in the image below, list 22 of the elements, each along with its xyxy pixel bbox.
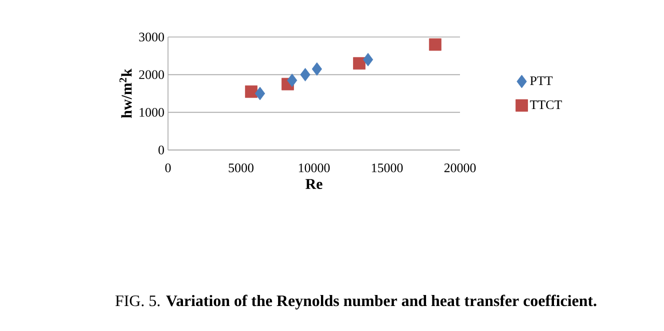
point [362, 52, 374, 66]
legend-label: TTCT [530, 100, 562, 110]
point [428, 38, 442, 51]
point [254, 86, 266, 100]
x-axis-title: Re [306, 179, 322, 190]
x-tick-label: 20000 [444, 164, 476, 172]
y-axis-title: hw/m$^{2}$k [119, 68, 132, 118]
point [300, 68, 310, 82]
legend-label: PTT [530, 76, 553, 85]
y-tick-label: 0 [158, 146, 164, 154]
x-tick-label: 15000 [372, 164, 403, 172]
y-tick-label: 3000 [139, 32, 164, 42]
point [245, 85, 258, 98]
point [353, 57, 366, 70]
y-tick-label: 2000 [139, 70, 164, 80]
y-tick-label: 1000 [140, 108, 164, 117]
point [312, 62, 322, 76]
x-tick-label: 10000 [298, 164, 330, 172]
x-tick-label: 5000 [228, 164, 254, 172]
text: FIG. 5. Variation of the Reynolds number and heat transfer coefficient. [115, 294, 596, 310]
x-tick-label: 0 [165, 164, 171, 172]
point [287, 74, 298, 88]
